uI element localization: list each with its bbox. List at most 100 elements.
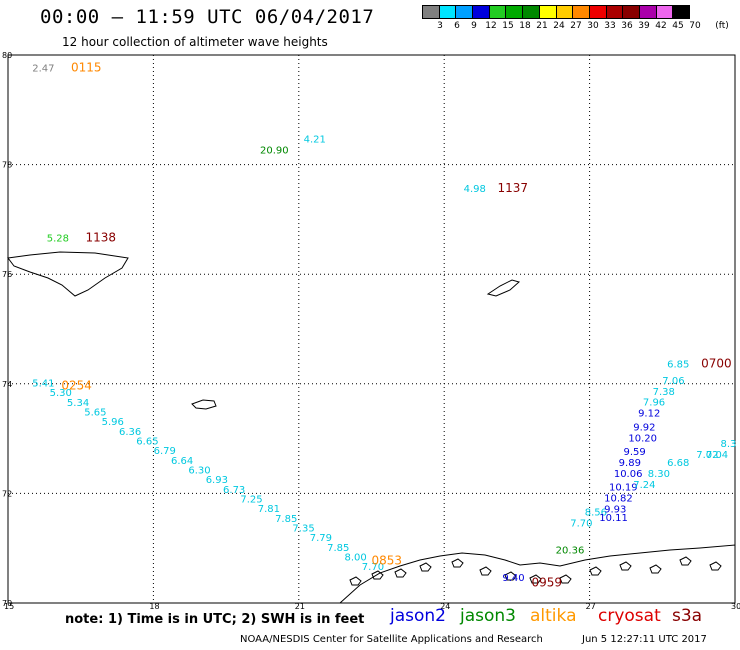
time-label: 0959 (531, 576, 562, 590)
colorbar-label: 30 (587, 21, 599, 31)
time-label: 0700 (701, 356, 732, 370)
island-coast (559, 574, 572, 584)
colorbar-label: 9 (471, 21, 477, 31)
track-label: 5.34 (67, 398, 89, 409)
colorbar-label: 21 (536, 21, 548, 31)
swh-label: 2.47 (32, 63, 54, 74)
track-label: 8.00 (344, 552, 366, 563)
swh-label: 8.30 (648, 469, 670, 480)
island-coast (394, 568, 407, 578)
swh-label: 7.70 (570, 518, 592, 529)
track-label: 7.81 (258, 504, 280, 515)
colorbar-label: 6 (454, 21, 460, 31)
lon-label: 15 (4, 602, 14, 611)
island-coast (709, 561, 722, 571)
page-title: 00:00 – 11:59 UTC 06/04/2017 (40, 6, 375, 28)
swh-label: 10.06 (614, 469, 643, 480)
track-label: 7.79 (310, 533, 332, 544)
swh-label: 10.20 (628, 433, 657, 444)
swh-label: 7.96 (643, 398, 665, 409)
swh-label: 9.92 (633, 422, 655, 433)
swh-label: 6.68 (667, 458, 689, 469)
island-coast (529, 574, 542, 584)
swh-label: 10.82 (604, 494, 633, 505)
track-label: 5.96 (102, 417, 124, 428)
swh-label: 7.24 (633, 480, 655, 491)
swh-label: 9.89 (619, 458, 641, 469)
island-coast (419, 562, 432, 572)
colorbar-label: 42 (655, 21, 667, 31)
island-coast (504, 571, 517, 581)
time-label: 0254 (61, 378, 92, 392)
swh-label: 7.02 (696, 450, 718, 461)
swh-label: 5.28 (47, 233, 69, 244)
track-label: 6.36 (119, 427, 141, 438)
satellite-jason2: jason2 (390, 606, 446, 626)
swh-label: 7.38 (653, 387, 675, 398)
track-label: 7.85 (275, 514, 297, 525)
track-label: 5.41 (32, 379, 54, 390)
island-coast (479, 566, 492, 576)
colorbar-label: 18 (519, 21, 531, 31)
page-subtitle: 12 hour collection of altimeter wave hei… (62, 35, 328, 49)
swh-label: 7.04 (706, 450, 728, 461)
lon-label: 27 (586, 602, 596, 611)
swh-label: 4.98 (464, 184, 486, 195)
satellite-altika: altika (530, 606, 577, 626)
island-coast (649, 564, 662, 574)
track-label: 7.35 (292, 523, 314, 534)
colorbar-label: 12 (485, 21, 497, 31)
swh-label: 4.21 (304, 135, 326, 146)
timestamp-text: Jun 5 12:27:11 UTC 2017 (582, 634, 707, 645)
colorbar-label: 24 (553, 21, 565, 31)
svalbard-coast (7, 251, 129, 297)
lon-label: 24 (440, 602, 450, 611)
satellite-cryosat: cryosat (598, 606, 661, 626)
track-label: 5.65 (84, 408, 106, 419)
colorbar-label: 45 (672, 21, 684, 31)
track-label: 6.64 (171, 456, 193, 467)
kong-karls-coast (486, 279, 521, 297)
colorbar-label: 70 (689, 21, 701, 31)
swh-label: 20.36 (556, 546, 585, 557)
colorbar-swatch (672, 5, 690, 19)
lat-label: 72 (2, 489, 12, 498)
swh-label: 6.85 (667, 359, 689, 370)
legend-note: note: 1) Time is in UTC; 2) SWH is in fe… (65, 612, 365, 627)
track-label: 6.73 (223, 485, 245, 496)
island-coast (619, 561, 632, 571)
colorbar-label: 33 (604, 21, 616, 31)
time-label: 1137 (498, 181, 529, 195)
island-coast (679, 556, 692, 566)
norway-coast (338, 544, 736, 604)
lat-label: 78 (2, 161, 12, 170)
colorbar-label: 39 (638, 21, 650, 31)
swh-label: 9.12 (638, 409, 660, 420)
lon-label: 21 (295, 602, 305, 611)
colorbar-label: 15 (502, 21, 514, 31)
track-label: 5.30 (50, 388, 72, 399)
swh-label: 10.11 (599, 513, 628, 524)
swh-label: 10.19 (609, 483, 638, 494)
colorbar-unit: (ft) (715, 21, 729, 31)
swh-label: 9.40 (502, 573, 524, 584)
island-coast (451, 558, 464, 568)
island-coast (349, 576, 362, 586)
track-label: 6.79 (154, 446, 176, 457)
swh-label: 8.56 (585, 507, 607, 518)
bjornoya-coast (191, 399, 217, 410)
island-coast (589, 566, 602, 576)
time-label: 1138 (86, 230, 117, 244)
lon-label: 30 (731, 602, 740, 611)
time-label: 0115 (71, 60, 102, 74)
colorbar-label: 36 (621, 21, 633, 31)
swh-label: 8.3 (720, 439, 736, 450)
track-label: 6.93 (206, 475, 228, 486)
colorbar-label: 3 (437, 21, 443, 31)
credit-text: NOAA/NESDIS Center for Satellite Applica… (240, 634, 543, 645)
swh-label: 7.06 (662, 376, 684, 387)
satellite-jason3: jason3 (460, 606, 516, 626)
lon-label: 18 (149, 602, 159, 611)
satellite-s3a: s3a (672, 606, 703, 626)
